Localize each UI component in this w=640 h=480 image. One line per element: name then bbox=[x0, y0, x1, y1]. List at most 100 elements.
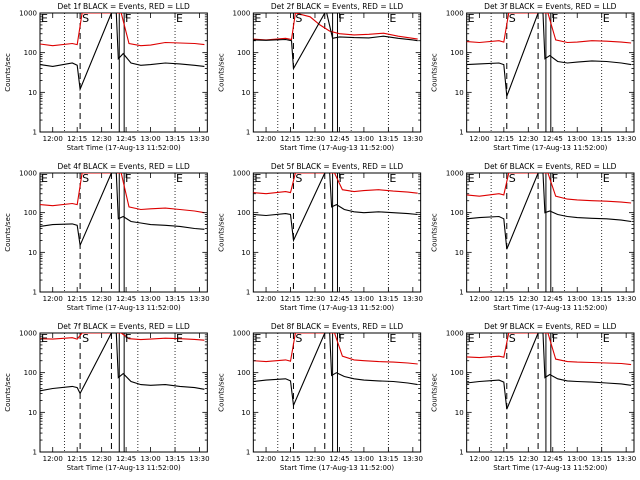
y-tick-label: 10 bbox=[28, 249, 37, 257]
y-tick-label: 10 bbox=[241, 89, 250, 97]
x-tick-label: 12:45 bbox=[543, 295, 563, 303]
y-tick-label: 100 bbox=[450, 49, 463, 57]
x-tick-label: 12:00 bbox=[43, 295, 63, 303]
x-tick-label: 13:00 bbox=[354, 295, 374, 303]
series-line bbox=[466, 173, 632, 204]
x-tick-label: 12:00 bbox=[256, 135, 276, 143]
phase-marker-label: E bbox=[468, 332, 475, 345]
x-tick-label: 12:15 bbox=[67, 455, 87, 463]
x-tick-label: 13:15 bbox=[592, 455, 612, 463]
x-axis-label: Start Time (17-Aug-13 11:52:00) bbox=[493, 304, 607, 312]
y-tick-label: 10 bbox=[241, 249, 250, 257]
phase-marker-label: S bbox=[295, 12, 302, 25]
x-tick-label: 13:00 bbox=[354, 135, 374, 143]
phase-marker-label: E bbox=[41, 172, 48, 185]
x-tick-label: 12:45 bbox=[116, 135, 136, 143]
y-tick-label: 1 bbox=[459, 449, 463, 457]
chart-panel: Det 8f BLACK = Events, RED = LLD 1 10 100 10… bbox=[217, 322, 423, 472]
y-tick-label: 100 bbox=[24, 49, 37, 57]
x-tick-label: 13:15 bbox=[165, 455, 185, 463]
x-tick-label: 13:30 bbox=[616, 295, 636, 303]
y-axis-label: Counts/sec bbox=[431, 373, 439, 412]
y-tick-label: 1000 bbox=[446, 10, 464, 18]
x-axis-label: Start Time (17-Aug-13 11:52:00) bbox=[493, 144, 607, 152]
y-tick-label: 1000 bbox=[19, 10, 37, 18]
series-line bbox=[40, 173, 205, 214]
series-line bbox=[466, 333, 632, 410]
chart-title: Det 6f BLACK = Events, RED = LLD bbox=[484, 162, 617, 171]
series-line bbox=[253, 333, 418, 365]
phase-marker-label: F bbox=[552, 172, 558, 185]
chart-title: Det 1f BLACK = Events, RED = LLD bbox=[58, 2, 191, 11]
x-tick-label: 12:45 bbox=[543, 455, 563, 463]
x-tick-label: 13:00 bbox=[567, 135, 587, 143]
phase-marker-label: F bbox=[552, 12, 558, 25]
y-axis-label: Counts/sec bbox=[217, 213, 225, 252]
series-line bbox=[466, 173, 632, 250]
x-tick-label: 12:30 bbox=[518, 295, 538, 303]
phase-marker-label: F bbox=[552, 332, 558, 345]
series-line bbox=[40, 333, 205, 341]
phase-marker-label: S bbox=[509, 172, 516, 185]
y-tick-label: 1 bbox=[33, 449, 37, 457]
series-line bbox=[40, 333, 205, 395]
y-tick-label: 10 bbox=[28, 89, 37, 97]
x-tick-label: 13:00 bbox=[140, 295, 160, 303]
y-tick-label: 100 bbox=[450, 369, 463, 377]
x-tick-label: 12:45 bbox=[116, 455, 136, 463]
y-tick-label: 100 bbox=[450, 209, 463, 217]
x-axis-label: Start Time (17-Aug-13 11:52:00) bbox=[280, 464, 394, 472]
series-line bbox=[253, 173, 418, 195]
phase-marker-label: S bbox=[509, 12, 516, 25]
phase-marker-label: E bbox=[603, 172, 610, 185]
x-tick-label: 12:15 bbox=[494, 295, 514, 303]
chart-panel: Det 9f BLACK = Events, RED = LLD 1 10 100 10… bbox=[431, 322, 637, 472]
y-tick-label: 100 bbox=[237, 49, 250, 57]
chart-panel: Det 1f BLACK = Events, RED = LLD 1 10 100 10… bbox=[4, 2, 210, 152]
phase-marker-label: E bbox=[254, 332, 261, 345]
x-tick-label: 13:30 bbox=[616, 135, 636, 143]
x-tick-label: 12:15 bbox=[280, 135, 300, 143]
phase-marker-label: E bbox=[603, 12, 610, 25]
x-tick-label: 13:30 bbox=[403, 295, 423, 303]
y-axis-label: Counts/sec bbox=[217, 53, 225, 92]
x-tick-label: 13:15 bbox=[378, 135, 398, 143]
x-tick-label: 12:30 bbox=[305, 295, 325, 303]
y-tick-label: 10 bbox=[455, 89, 464, 97]
phase-marker-label: E bbox=[254, 12, 261, 25]
x-tick-label: 13:00 bbox=[567, 295, 587, 303]
phase-marker-label: E bbox=[176, 172, 183, 185]
chart-title: Det 9f BLACK = Events, RED = LLD bbox=[484, 322, 617, 331]
chart-title: Det 4f BLACK = Events, RED = LLD bbox=[58, 162, 191, 171]
y-tick-label: 1000 bbox=[446, 330, 464, 338]
x-tick-label: 12:15 bbox=[280, 295, 300, 303]
chart-panel: Det 6f BLACK = Events, RED = LLD 1 10 100 10… bbox=[431, 162, 637, 312]
x-axis-label: Start Time (17-Aug-13 11:52:00) bbox=[493, 464, 607, 472]
chart-panel: Det 4f BLACK = Events, RED = LLD 1 10 100 10… bbox=[4, 162, 210, 312]
phase-marker-label: E bbox=[603, 332, 610, 345]
x-tick-label: 12:00 bbox=[43, 455, 63, 463]
y-tick-label: 100 bbox=[237, 209, 250, 217]
x-tick-label: 13:15 bbox=[592, 135, 612, 143]
phase-marker-label: E bbox=[389, 172, 396, 185]
x-tick-label: 12:45 bbox=[329, 135, 349, 143]
y-tick-label: 1 bbox=[459, 289, 463, 297]
y-axis-label: Counts/sec bbox=[4, 53, 12, 92]
x-axis-label: Start Time (17-Aug-13 11:52:00) bbox=[280, 144, 394, 152]
series-line bbox=[253, 173, 418, 243]
x-tick-label: 12:00 bbox=[469, 455, 489, 463]
x-tick-label: 13:00 bbox=[567, 455, 587, 463]
y-tick-label: 1 bbox=[246, 289, 250, 297]
phase-marker-label: S bbox=[82, 332, 89, 345]
phase-marker-label: E bbox=[389, 12, 396, 25]
x-tick-label: 13:30 bbox=[189, 295, 209, 303]
phase-marker-label: E bbox=[41, 12, 48, 25]
x-tick-label: 13:30 bbox=[189, 455, 209, 463]
y-tick-label: 1 bbox=[246, 129, 250, 137]
x-tick-label: 12:15 bbox=[494, 135, 514, 143]
x-tick-label: 12:30 bbox=[305, 455, 325, 463]
x-axis-label: Start Time (17-Aug-13 11:52:00) bbox=[67, 464, 181, 472]
phase-marker-label: E bbox=[176, 332, 183, 345]
phase-marker-label: F bbox=[125, 12, 131, 25]
